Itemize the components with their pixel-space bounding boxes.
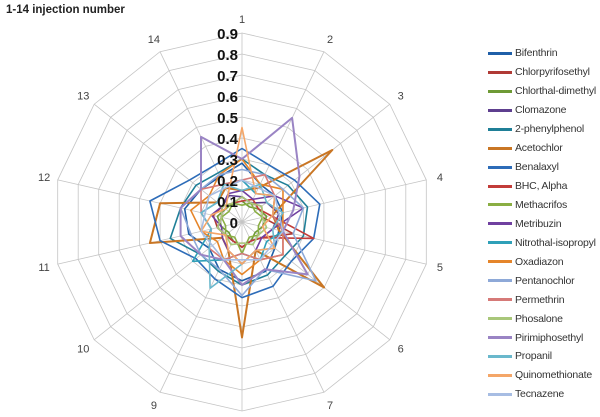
legend-swatch xyxy=(488,373,512,377)
legend-swatch xyxy=(488,392,512,396)
legend-item: Chlorthal-dimethyl xyxy=(488,82,598,101)
legend: Bifenthrin Chlorpyrifosethyl Chlorthal-dim… xyxy=(488,44,598,404)
category-label: 4 xyxy=(437,172,443,184)
legend-swatch xyxy=(488,108,512,112)
legend-swatch xyxy=(488,317,512,321)
legend-label: Methacrifos xyxy=(515,198,568,211)
category-label: 2 xyxy=(327,34,333,46)
radial-tick-label: 0.9 xyxy=(217,26,238,43)
legend-label: Permethrin xyxy=(515,293,565,306)
legend-label: Tecnazene xyxy=(515,388,564,401)
legend-item: Tecnazene xyxy=(488,385,598,404)
legend-swatch xyxy=(488,279,512,283)
radial-tick-label: 0.5 xyxy=(217,110,238,127)
legend-label: Chlorpyrifosethyl xyxy=(515,66,590,79)
series-line xyxy=(183,162,284,282)
legend-swatch xyxy=(488,241,512,245)
legend-swatch xyxy=(488,70,512,74)
legend-item: Chlorpyrifosethyl xyxy=(488,63,598,82)
legend-item: 2-phenylphenol xyxy=(488,120,598,139)
legend-item: Nitrothal-isopropyl xyxy=(488,233,598,252)
radial-tick-label: 0.3 xyxy=(217,152,238,169)
legend-item: Permethrin xyxy=(488,290,598,309)
legend-item: Metribuzin xyxy=(488,214,598,233)
series-line xyxy=(200,179,284,261)
legend-label: Acetochlor xyxy=(515,142,563,155)
legend-label: Propanil xyxy=(515,350,552,363)
radial-tick-label: 0.4 xyxy=(217,131,239,148)
legend-item: Methacrifos xyxy=(488,196,598,215)
legend-swatch xyxy=(488,222,512,226)
legend-swatch xyxy=(488,203,512,207)
legend-label: Pentanochlor xyxy=(515,274,575,287)
category-label: 1 xyxy=(239,14,245,26)
legend-item: Quinomethionate xyxy=(488,366,598,385)
radial-tick-label: 0.8 xyxy=(217,47,238,64)
chart-title: 1-14 injection number xyxy=(6,4,125,16)
legend-swatch xyxy=(488,184,512,188)
category-label: 12 xyxy=(38,172,50,184)
legend-label: Bifenthrin xyxy=(515,47,558,60)
legend-swatch xyxy=(488,354,512,358)
legend-item: Acetochlor xyxy=(488,139,598,158)
legend-item: Phosalone xyxy=(488,309,598,328)
legend-label: Phosalone xyxy=(515,312,563,325)
legend-item: Bifenthrin xyxy=(488,44,598,63)
radial-tick-label: 0.6 xyxy=(217,89,238,106)
category-label: 7 xyxy=(327,400,333,412)
category-label: 14 xyxy=(148,34,160,46)
series-line xyxy=(149,147,321,299)
legend-label: Oxadiazon xyxy=(515,255,564,268)
legend-swatch xyxy=(488,146,512,150)
category-label: 6 xyxy=(398,344,404,356)
legend-item: Propanil xyxy=(488,347,598,366)
category-label: 11 xyxy=(38,262,49,274)
category-label: 9 xyxy=(151,400,157,412)
legend-label: Quinomethionate xyxy=(515,369,592,382)
legend-item: Clomazone xyxy=(488,101,598,120)
legend-swatch xyxy=(488,165,512,169)
legend-label: Metribuzin xyxy=(515,217,562,230)
category-label: 5 xyxy=(437,262,443,274)
legend-swatch xyxy=(488,89,512,93)
legend-item: Pentanochlor xyxy=(488,271,598,290)
series-line xyxy=(148,149,334,339)
series-line xyxy=(179,116,309,286)
legend-label: Nitrothal-isopropyl xyxy=(515,236,596,249)
legend-swatch xyxy=(488,51,512,55)
legend-swatch xyxy=(488,127,512,131)
category-label: 10 xyxy=(77,344,89,356)
category-label: 3 xyxy=(398,90,404,102)
legend-item: Pirimiphosethyl xyxy=(488,328,598,347)
radial-tick-label: 0 xyxy=(230,215,238,232)
series-line xyxy=(200,126,276,265)
legend-item: Benalaxyl xyxy=(488,158,598,177)
radial-tick-label: 0.1 xyxy=(217,194,238,211)
legend-item: BHC, Alpha xyxy=(488,177,598,196)
legend-swatch xyxy=(488,298,512,302)
legend-swatch xyxy=(488,260,512,264)
series-line xyxy=(190,158,284,276)
legend-label: 2-phenylphenol xyxy=(515,123,585,136)
legend-swatch xyxy=(488,336,512,340)
radial-tick-label: 0.7 xyxy=(217,68,238,85)
legend-label: Chlorthal-dimethyl xyxy=(515,85,597,98)
radial-tick-label: 0.2 xyxy=(217,173,238,190)
legend-label: BHC, Alpha xyxy=(515,180,568,193)
legend-label: Pirimiphosethyl xyxy=(515,331,584,344)
legend-item: Oxadiazon xyxy=(488,252,598,271)
legend-label: Clomazone xyxy=(515,104,567,117)
category-label: 13 xyxy=(77,90,89,102)
legend-label: Benalaxyl xyxy=(515,161,559,174)
